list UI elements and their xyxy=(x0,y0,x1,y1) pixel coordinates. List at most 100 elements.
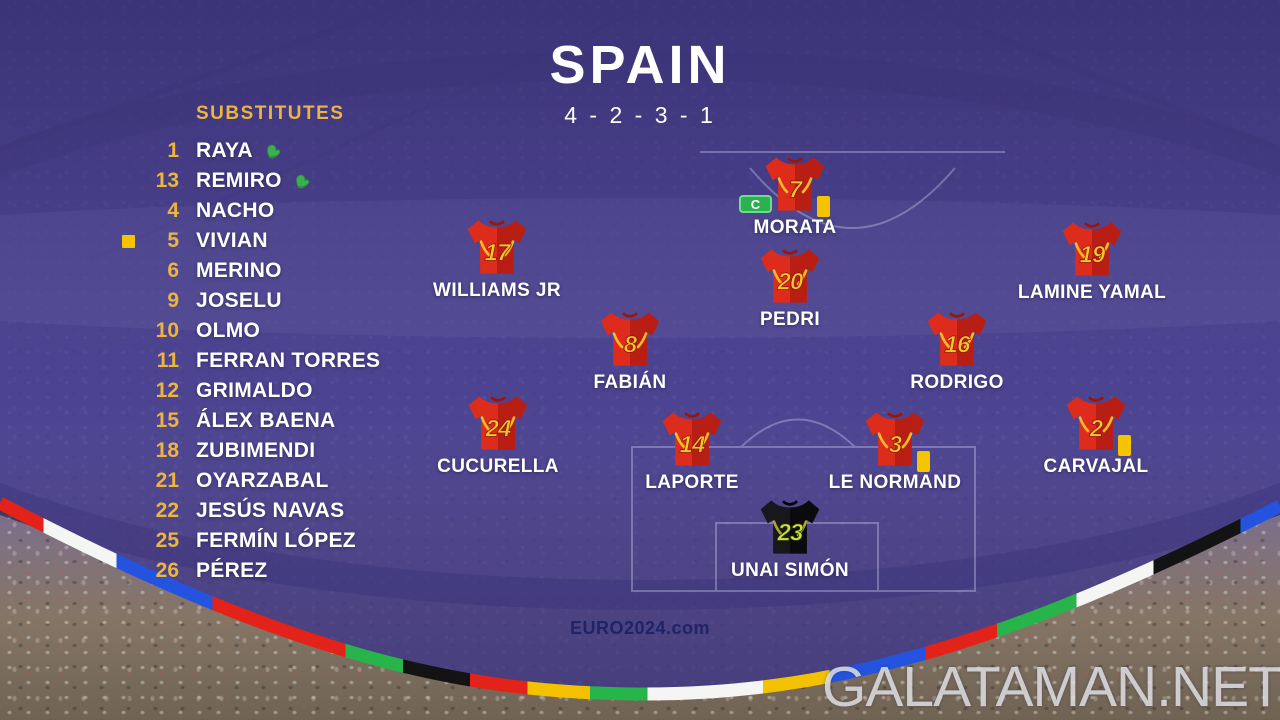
player-name: UNAI SIMÓN xyxy=(731,560,849,581)
jersey: C 7 xyxy=(739,155,830,217)
jersey-icon: 8 xyxy=(600,312,660,366)
jersey-number: 7 xyxy=(789,176,804,203)
lineup-player: C 19 LAMINE YAMAL xyxy=(1007,220,1177,304)
jersey: C 20 xyxy=(758,247,822,305)
lineup-player: C 16 RODRIGO xyxy=(872,310,1042,394)
player-name: CARVAJAL xyxy=(1043,456,1149,477)
jersey-icon: 20 xyxy=(760,249,820,303)
substitute-row: 22 JESÚS NAVAS xyxy=(122,496,380,526)
substitute-number: 15 xyxy=(155,409,179,432)
lineup-player: C 17 WILLIAMS JR xyxy=(412,218,582,302)
substitutes-panel: SUBSTITUTES 1 RAYA 13 REMIRO 4 NACHO xyxy=(122,103,380,586)
substitute-name: ZUBIMENDI xyxy=(196,439,316,462)
substitute-row: 26 PÉREZ xyxy=(122,556,380,586)
substitute-row: 21 OYARZABAL xyxy=(122,466,380,496)
jersey: C 14 xyxy=(660,410,724,468)
substitute-name: JESÚS NAVAS xyxy=(196,499,345,522)
jersey: C 23 xyxy=(758,498,822,556)
player-name: CUCURELLA xyxy=(437,456,559,477)
substitute-name: OLMO xyxy=(196,319,261,342)
team-name-title: SPAIN xyxy=(549,35,731,95)
substitute-row: 6 MERINO xyxy=(122,256,380,286)
jersey-number: 14 xyxy=(680,431,705,458)
player-name: WILLIAMS JR xyxy=(433,280,561,301)
player-name: LAMINE YAMAL xyxy=(1017,282,1167,303)
substitute-name: FERMÍN LÓPEZ xyxy=(196,529,356,552)
jersey: C 19 xyxy=(1060,220,1124,278)
substitutes-list: 1 RAYA 13 REMIRO 4 NACHO 5 xyxy=(122,136,380,586)
jersey-icon: 17 xyxy=(467,220,527,274)
pitch-lines xyxy=(631,151,1005,592)
substitute-row: 18 ZUBIMENDI xyxy=(122,436,380,466)
substitute-number: 10 xyxy=(155,319,179,342)
watermark-text: GALATAMAN.NET xyxy=(822,655,1280,719)
substitute-name: JOSELU xyxy=(196,289,282,312)
substitute-name: NACHO xyxy=(196,199,275,222)
jersey-icon: 14 xyxy=(662,412,722,466)
jersey-number: 3 xyxy=(889,431,903,458)
substitutes-header: SUBSTITUTES xyxy=(196,103,345,124)
tournament-website-label: EURO2024.com xyxy=(569,618,711,638)
yellow-card-icon xyxy=(917,451,930,472)
jersey-number: 19 xyxy=(1080,241,1106,268)
jersey-number: 2 xyxy=(1089,415,1104,442)
substitute-row: 1 RAYA xyxy=(122,136,380,166)
lineup-player: C 14 LAPORTE xyxy=(607,410,777,494)
jersey-icon: 23 xyxy=(760,500,820,554)
substitute-row: 9 JOSELU xyxy=(122,286,380,316)
substitute-row: 12 GRIMALDO xyxy=(122,376,380,406)
substitute-name: FERRAN TORRES xyxy=(196,349,381,372)
jersey-icon: 24 xyxy=(468,396,528,450)
jersey-number: 16 xyxy=(945,331,971,358)
captain-badge: C xyxy=(739,195,772,213)
player-name: LAPORTE xyxy=(645,472,739,493)
jersey: C 16 xyxy=(925,310,989,368)
substitute-row: 13 REMIRO xyxy=(122,166,380,196)
yellow-card-icon xyxy=(817,196,830,217)
jersey: C 2 xyxy=(1064,394,1131,456)
substitute-name: RAYA xyxy=(196,139,253,162)
yellow-card-icon xyxy=(122,234,135,248)
jersey: C 24 xyxy=(466,394,530,452)
substitute-number: 12 xyxy=(155,379,179,402)
jersey-number: 8 xyxy=(624,331,638,358)
player-name: RODRIGO xyxy=(910,372,1004,393)
substitute-number: 9 xyxy=(167,289,179,312)
substitute-name: GRIMALDO xyxy=(196,379,313,402)
substitute-name: VIVIAN xyxy=(196,229,268,252)
substitute-number: 22 xyxy=(155,499,179,522)
jersey-number: 20 xyxy=(777,268,804,295)
substitute-number: 5 xyxy=(167,229,179,252)
jersey: C 3 xyxy=(863,410,930,472)
goalkeeper-gloves-icon xyxy=(291,171,312,192)
player-name: MORATA xyxy=(753,217,837,238)
lineup-player: C 3 LE NORMAND xyxy=(810,410,980,494)
jersey-icon: 3 xyxy=(865,412,925,466)
lineup-player: C 24 CUCURELLA xyxy=(413,394,583,478)
lineup-player: C 7 MORATA xyxy=(710,155,880,239)
euro-color-band xyxy=(0,497,1280,701)
substitute-row: 10 OLMO xyxy=(122,316,380,346)
jersey-icon: 16 xyxy=(927,312,987,366)
substitute-row: 4 NACHO xyxy=(122,196,380,226)
substitute-number: 21 xyxy=(155,469,179,492)
lineup-player: C 2 CARVAJAL xyxy=(1011,394,1181,478)
substitute-number: 11 xyxy=(156,349,179,372)
substitute-number: 6 xyxy=(167,259,179,282)
yellow-card-icon xyxy=(1118,435,1131,456)
lineup-player: C 20 PEDRI xyxy=(705,247,875,331)
substitute-name: MERINO xyxy=(196,259,282,282)
substitute-name: ÁLEX BAENA xyxy=(196,409,336,432)
substitute-name: OYARZABAL xyxy=(196,469,329,492)
jersey-icon: 2 xyxy=(1066,396,1126,450)
substitute-row: 11 FERRAN TORRES xyxy=(122,346,380,376)
substitute-number: 26 xyxy=(155,559,179,582)
jersey-number: 24 xyxy=(485,415,511,442)
jersey-icon: 7 xyxy=(765,157,825,211)
substitute-row: 25 FERMÍN LÓPEZ xyxy=(122,526,380,556)
jersey-icon: 19 xyxy=(1062,222,1122,276)
substitute-number: 13 xyxy=(155,169,179,192)
goalkeeper-gloves-icon xyxy=(262,141,283,162)
